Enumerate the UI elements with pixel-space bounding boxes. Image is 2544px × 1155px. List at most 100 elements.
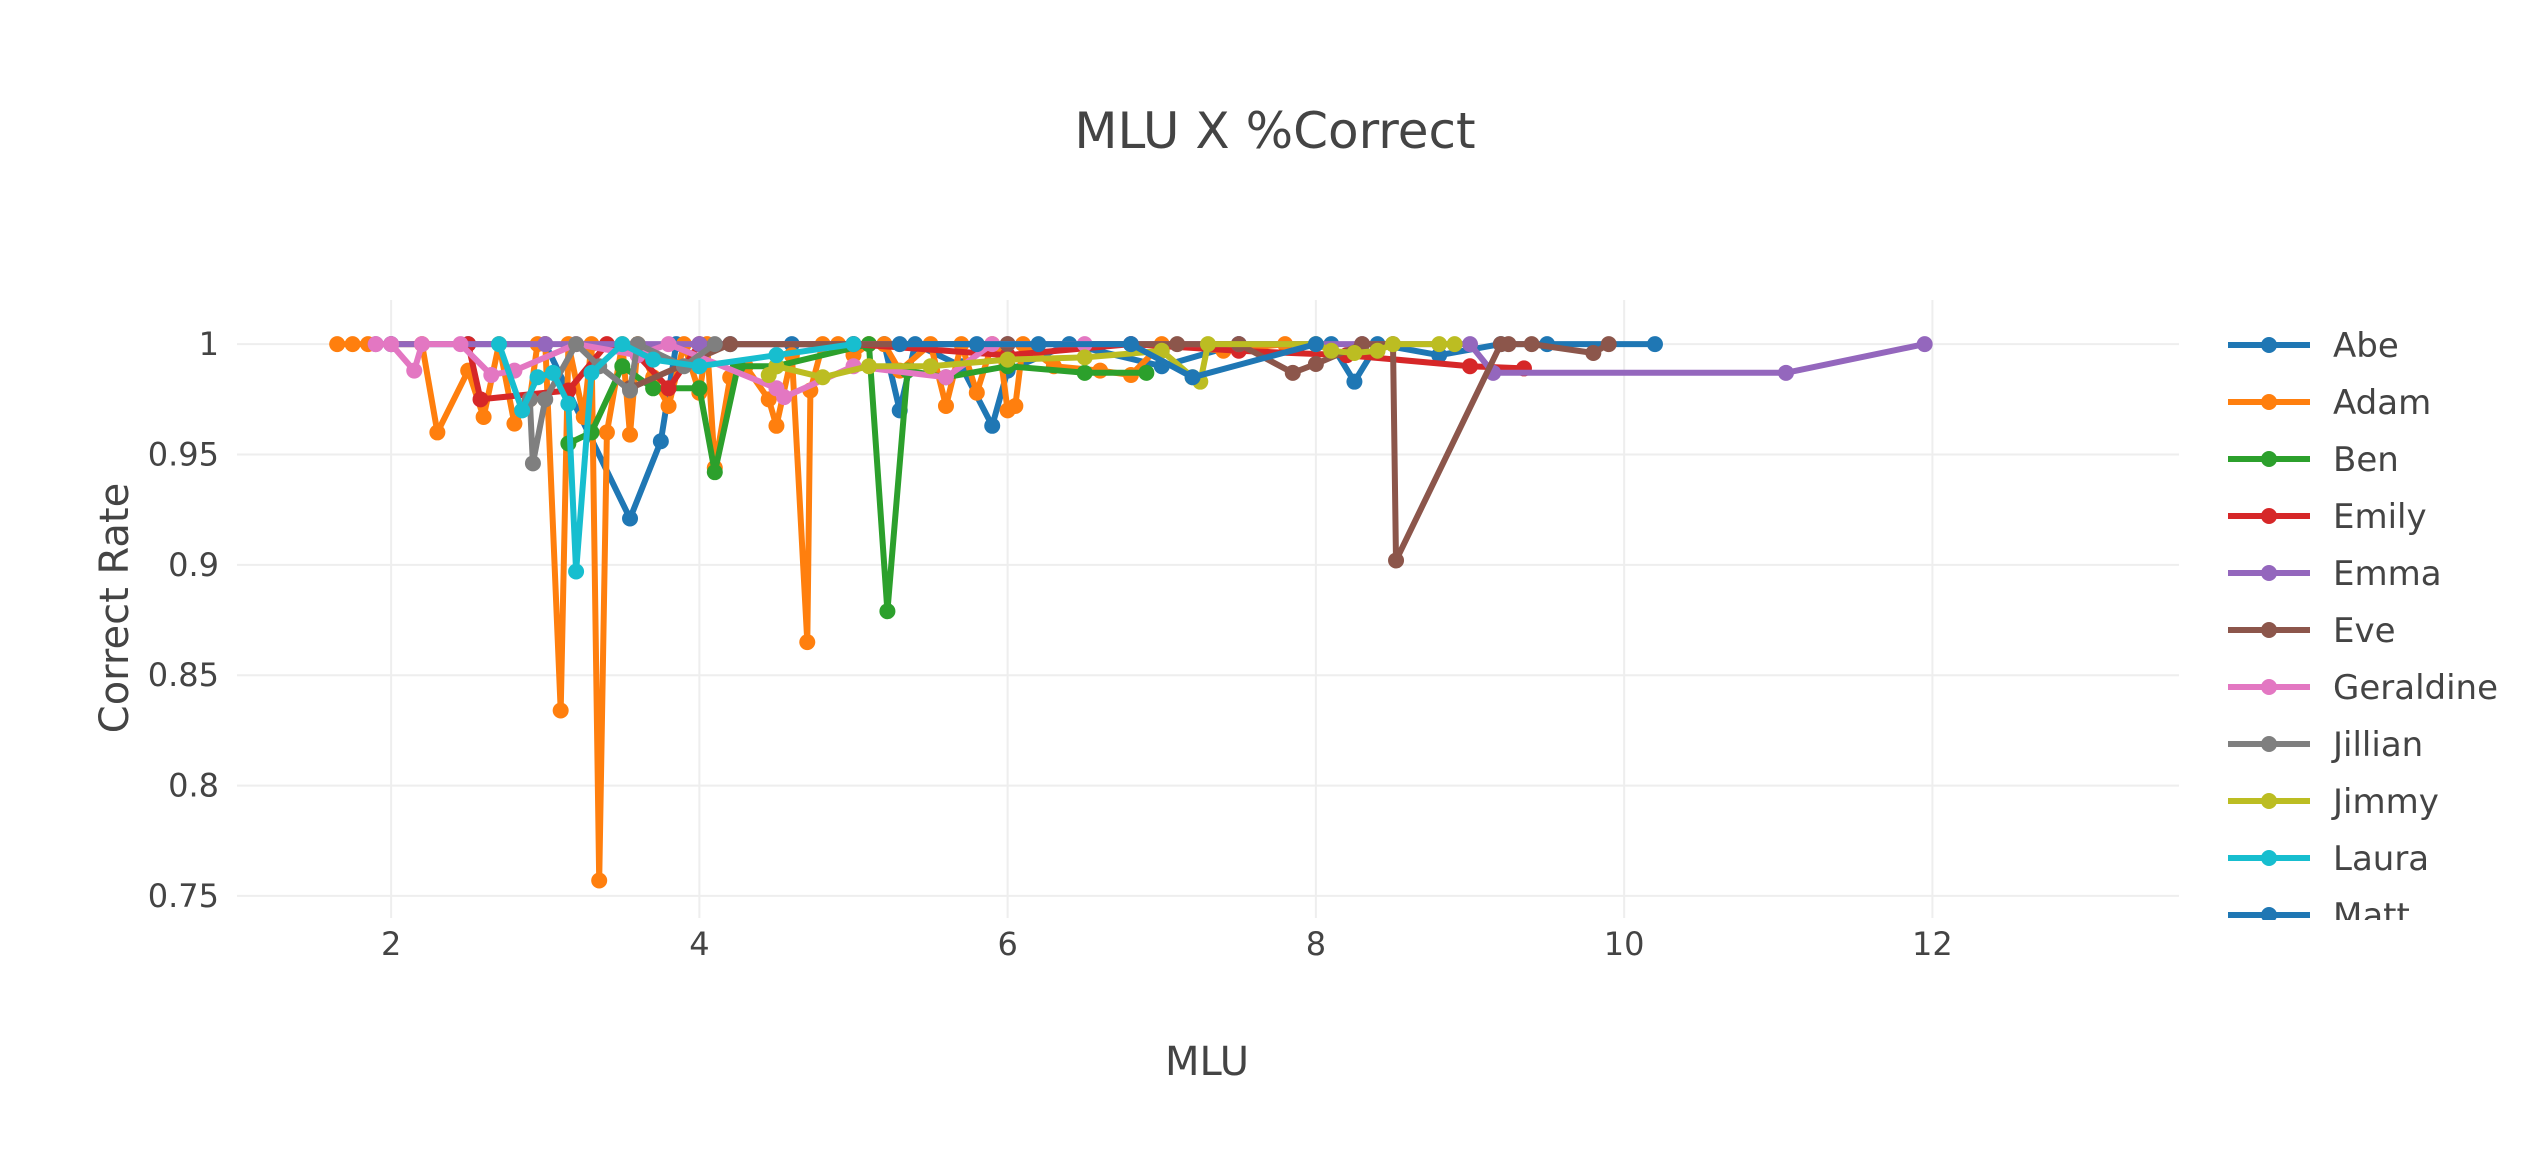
legend-item-abe[interactable]: Abe <box>2228 326 2399 366</box>
data-point <box>1153 342 1170 359</box>
legend-swatch-marker <box>2261 736 2277 752</box>
data-point <box>706 336 723 353</box>
data-point <box>1284 364 1301 381</box>
data-point <box>879 603 896 620</box>
data-point <box>1076 364 1093 381</box>
data-point <box>568 563 585 580</box>
legend-swatch-marker <box>2261 622 2277 638</box>
legend-item-geraldine[interactable]: Geraldine <box>2228 668 2498 708</box>
legend-swatch-marker <box>2261 679 2277 695</box>
data-point <box>537 336 554 353</box>
legend-swatch-marker <box>2261 394 2277 410</box>
data-point <box>1323 342 1340 359</box>
data-point <box>984 417 1001 434</box>
data-point <box>560 395 577 412</box>
data-point <box>514 402 531 419</box>
legend-swatch-marker <box>2261 565 2277 581</box>
y-tick-label: 0.95 <box>148 436 219 474</box>
legend-label: Geraldine <box>2333 668 2498 708</box>
x-axis-ticks: 2 4 6 8 10 12 <box>381 925 1953 963</box>
data-point <box>1369 342 1386 359</box>
data-point <box>937 369 954 386</box>
data-point <box>1076 349 1093 366</box>
legend-item-emma[interactable]: Emma <box>2228 554 2442 594</box>
legend-item-emily[interactable]: Emily <box>2228 497 2427 537</box>
data-point <box>1030 336 1047 353</box>
data-point <box>660 336 677 353</box>
data-point <box>1388 552 1405 569</box>
legend-label: Jimmy <box>2331 782 2439 822</box>
x-axis-title: MLU <box>1165 1039 1249 1085</box>
legend-label: Eve <box>2333 611 2396 651</box>
data-point <box>691 336 708 353</box>
x-tick-label: 4 <box>689 925 709 963</box>
legend-item-jimmy[interactable]: Jimmy <box>2228 782 2439 822</box>
data-point <box>472 391 489 408</box>
y-axis-ticks: 0.75 0.8 0.85 0.9 0.95 1 <box>148 325 219 915</box>
series-matt <box>891 336 1324 386</box>
data-point <box>568 336 585 353</box>
series-layer <box>329 336 1933 889</box>
legend-item-eve[interactable]: Eve <box>2228 611 2396 651</box>
data-point <box>660 380 677 397</box>
series-line <box>899 341 1317 381</box>
legend-item-adam[interactable]: Adam <box>2228 383 2431 423</box>
data-point <box>922 358 939 375</box>
data-point <box>1307 356 1324 373</box>
data-point <box>645 380 662 397</box>
series-line <box>337 341 1286 884</box>
data-point <box>1600 336 1617 353</box>
data-point <box>475 408 492 425</box>
legend-item-jillian[interactable]: Jillian <box>2228 725 2423 765</box>
x-tick-label: 10 <box>1604 925 1645 963</box>
data-point <box>814 369 831 386</box>
legend-label: Laura <box>2333 839 2429 879</box>
data-point <box>1200 336 1216 353</box>
data-point <box>529 369 546 386</box>
data-point <box>645 351 662 368</box>
legend-swatch-marker <box>2261 508 2277 524</box>
y-axis-title: Correct Rate <box>92 483 138 733</box>
legend-label: Emily <box>2333 497 2427 537</box>
data-point <box>622 510 639 527</box>
data-point <box>845 336 862 353</box>
data-point <box>860 358 877 375</box>
data-point <box>891 336 908 353</box>
series-adam <box>329 336 1294 889</box>
data-point <box>968 384 985 401</box>
chart-title: MLU X %Correct <box>1074 102 1475 160</box>
series-line <box>375 341 1085 401</box>
data-point <box>552 702 569 719</box>
data-point <box>614 336 631 353</box>
data-point <box>1523 336 1540 353</box>
legend-item-ben[interactable]: Ben <box>2228 440 2399 480</box>
legend-label: Jillian <box>2331 725 2423 765</box>
data-point <box>722 336 739 353</box>
data-point <box>591 872 608 889</box>
data-point <box>367 336 384 353</box>
data-point <box>776 389 793 406</box>
data-point <box>1007 397 1024 414</box>
data-point <box>691 380 708 397</box>
data-point <box>544 364 561 381</box>
legend-label: Emma <box>2333 554 2442 594</box>
data-point <box>1307 336 1324 353</box>
legend-label: Matt <box>2333 896 2410 936</box>
data-point <box>1431 347 1448 364</box>
data-point <box>491 336 508 353</box>
legend-swatch-marker <box>2261 793 2277 809</box>
data-point <box>799 634 816 651</box>
data-point <box>1777 364 1794 381</box>
data-point <box>344 336 361 353</box>
data-point <box>583 364 600 381</box>
x-tick-label: 6 <box>997 925 1017 963</box>
y-tick-label: 0.85 <box>148 656 219 694</box>
data-point <box>1138 364 1155 381</box>
legend-item-matt[interactable]: Matt <box>2228 896 2410 936</box>
data-point <box>413 336 430 353</box>
data-point <box>652 433 669 450</box>
data-point <box>968 336 985 353</box>
data-point <box>999 351 1016 368</box>
legend-item-laura[interactable]: Laura <box>2228 839 2429 879</box>
